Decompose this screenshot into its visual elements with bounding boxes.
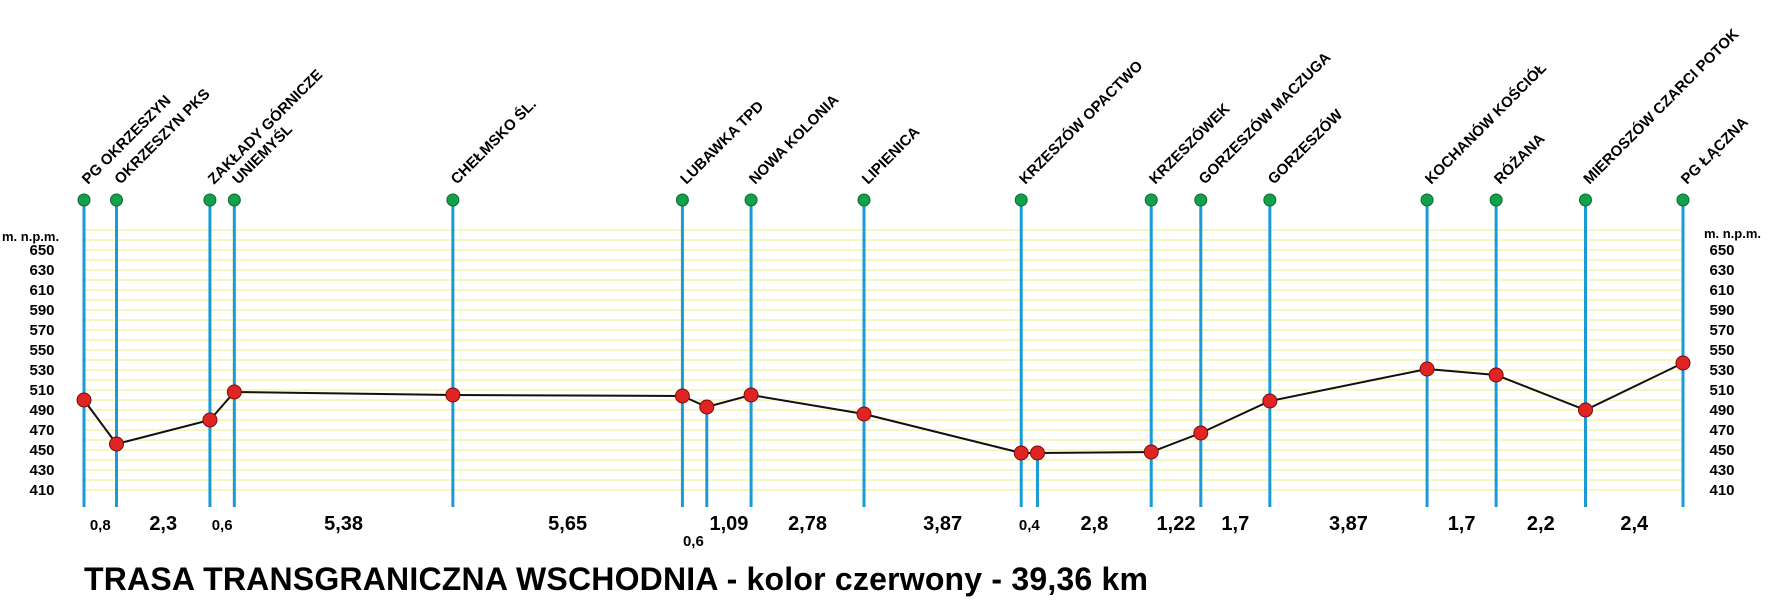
distance-label: 1,7 — [1221, 513, 1249, 535]
station-marker-top — [1194, 193, 1208, 207]
elevation-point — [743, 387, 759, 403]
profile-series — [76, 355, 1691, 461]
elevation-point — [699, 399, 715, 415]
elevation-point — [1419, 361, 1435, 377]
elevation-point — [674, 388, 690, 404]
station-marker-top — [203, 193, 217, 207]
page-title: TRASA TRANSGRANICZNA WSCHODNIA - kolor c… — [84, 561, 1149, 597]
distance-label: 2,3 — [149, 513, 177, 535]
distance-label: 0,8 — [90, 517, 111, 534]
y-tick-label-left: 590 — [29, 302, 54, 319]
distance-label: 5,65 — [548, 513, 587, 535]
station-marker-top — [77, 193, 91, 207]
elevation-point — [1143, 444, 1159, 460]
elevation-point — [1029, 445, 1045, 461]
y-tick-label-right: 470 — [1709, 422, 1734, 439]
elevation-point — [202, 412, 218, 428]
elevation-point — [109, 436, 124, 452]
station-name-label: RÓŻANA — [1490, 130, 1548, 188]
y-tick-label-left: 650 — [29, 242, 54, 259]
elevation-point — [76, 392, 92, 408]
y-tick-label-left: 450 — [29, 442, 54, 459]
y-tick-label-left: 570 — [29, 322, 54, 339]
station-name-label: PG ŁĄCZNA — [1678, 114, 1752, 188]
station-marker-top — [110, 193, 123, 207]
y-tick-label-right: 450 — [1709, 442, 1734, 459]
y-tick-label-left: 410 — [29, 482, 54, 499]
distance-labels: 0,8 2,3 0,6 5,38 5,65 0,6 1,09 2,78 3,87 0,4 2,8 1,… — [90, 513, 1649, 550]
station-marker-top — [1420, 193, 1434, 207]
distance-label: 0,6 — [212, 517, 233, 534]
y-tick-label-left: 610 — [29, 282, 54, 299]
station-name-label: LIPIENICA — [859, 123, 924, 188]
station-marker-top — [675, 193, 689, 207]
station-name-label: KOCHANÓW KOŚCIÓŁ — [1421, 59, 1550, 188]
y-tick-label-right: 610 — [1709, 282, 1734, 299]
y-tick-label-right: 650 — [1709, 242, 1734, 259]
y-tick-label-left: 490 — [29, 402, 54, 419]
distance-label: 2,8 — [1080, 513, 1108, 535]
y-tick-label-right: 430 — [1709, 462, 1734, 479]
station-name-label: CHEŁMSKO ŚL. — [447, 95, 540, 188]
y-axis-label-left: m. n.p.m. — [2, 229, 59, 244]
y-tick-label-right: 510 — [1709, 382, 1734, 399]
elevation-point — [1675, 355, 1691, 371]
distance-label: 0,4 — [1019, 517, 1041, 534]
distance-label: 1,22 — [1157, 513, 1196, 535]
station-marker-top — [1263, 193, 1277, 207]
distance-label: 1,09 — [709, 513, 748, 535]
distance-label: 2,4 — [1620, 513, 1649, 535]
distance-label: 3,87 — [923, 513, 962, 535]
distance-label: 2,78 — [788, 513, 827, 535]
station-name-label: MIEROSZÓW CZARCI POTOK — [1580, 25, 1743, 188]
distance-label: 3,87 — [1329, 513, 1368, 535]
distance-label: 1,7 — [1448, 513, 1476, 535]
y-tick-label-right: 550 — [1709, 342, 1734, 359]
y-tick-label-right: 630 — [1709, 262, 1734, 279]
elevation-point — [856, 406, 872, 422]
elevation-point — [1488, 367, 1504, 383]
elevation-point — [226, 384, 242, 400]
y-tick-label-right: 590 — [1709, 302, 1734, 319]
station-marker-top — [1144, 193, 1158, 207]
station-lines — [77, 193, 1690, 507]
y-tick-label-right: 410 — [1709, 482, 1734, 499]
elevation-point — [1013, 445, 1029, 461]
station-marker-top — [857, 193, 871, 207]
y-tick-label-left: 530 — [29, 362, 54, 379]
station-marker-top — [744, 193, 758, 207]
station-marker-top — [1489, 193, 1503, 207]
station-marker-top — [227, 193, 241, 207]
distance-label: 2,2 — [1527, 513, 1555, 535]
station-marker-top — [1676, 193, 1690, 207]
y-tick-label-left: 470 — [29, 422, 54, 439]
station-marker-top — [1014, 193, 1028, 207]
y-tick-label-left: 630 — [29, 262, 54, 279]
elevation-point — [445, 387, 461, 403]
elevation-point — [1262, 393, 1278, 409]
y-tick-label-right: 570 — [1709, 322, 1734, 339]
station-marker-top — [446, 193, 460, 207]
y-axes: 410 410 430 430 450 450 470 470 490 490 510 510 530 5… — [2, 226, 1761, 499]
station-name-label: ZAKŁADY GÓRNICZE — [204, 66, 326, 188]
y-tick-label-left: 550 — [29, 342, 54, 359]
station-marker-top — [1579, 193, 1592, 207]
y-tick-label-left: 510 — [29, 382, 54, 399]
elevation-point — [1578, 402, 1593, 418]
station-name-label: KRZESZÓW OPACTWO — [1015, 57, 1146, 188]
distance-label: 0,6 — [683, 533, 704, 550]
elevation-point — [1193, 425, 1209, 441]
y-tick-label-right: 530 — [1709, 362, 1734, 379]
y-tick-label-left: 430 — [29, 462, 54, 479]
distance-label: 5,38 — [324, 513, 363, 535]
y-axis-label-right: m. n.p.m. — [1704, 226, 1761, 241]
y-tick-label-right: 490 — [1709, 402, 1734, 419]
grid-layer — [84, 229, 1683, 491]
